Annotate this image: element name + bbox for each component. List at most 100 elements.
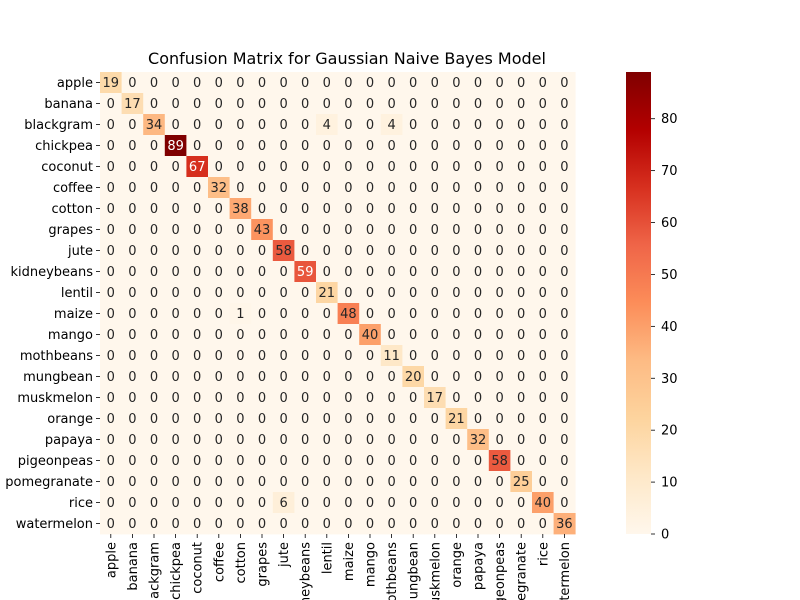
cell-value-label: 0 (236, 475, 244, 490)
heatmap-cell (251, 324, 274, 346)
cell-value-label: 0 (517, 223, 525, 238)
col-tick-label: kidneybeans (299, 542, 314, 600)
cell-value-label: 0 (539, 265, 547, 280)
cell-value-label: 0 (193, 265, 201, 280)
cell-value-label: 0 (539, 118, 547, 133)
cell-value-label: 0 (452, 454, 460, 469)
cell-value-label: 0 (279, 370, 287, 385)
heatmap-cell (294, 261, 317, 283)
heatmap-cell (402, 408, 425, 430)
cell-value-label: 0 (193, 475, 201, 490)
heatmap-cell (424, 408, 446, 430)
cell-value-label: 0 (517, 286, 525, 301)
cell-value-label: 0 (517, 202, 525, 217)
cell-value-label: 0 (236, 223, 244, 238)
cell-value-label: 0 (539, 349, 547, 364)
heatmap-cell (337, 471, 360, 493)
heatmap-cell (510, 135, 533, 157)
cell-value-label: 0 (387, 412, 395, 427)
heatmap-cell (229, 387, 252, 409)
cell-value-label: 0 (387, 475, 395, 490)
cell-value-label: 0 (236, 496, 244, 511)
cell-value-label: 59 (297, 265, 314, 280)
col-tick-label: coffee (212, 542, 227, 582)
cell-value-label: 0 (495, 349, 503, 364)
heatmap-cell (164, 72, 187, 94)
cell-value-label: 0 (560, 76, 568, 91)
heatmap-cell (488, 303, 511, 325)
heatmap-cell (359, 471, 382, 493)
cell-value-label: 0 (236, 97, 244, 112)
cell-value-label: 0 (128, 433, 136, 448)
cell-value-label: 0 (409, 118, 417, 133)
heatmap-cell (294, 282, 317, 304)
heatmap-cell (186, 387, 209, 409)
row-tick-label: cotton (52, 202, 94, 217)
cell-value-label: 0 (560, 139, 568, 154)
heatmap-cell (402, 198, 425, 220)
heatmap-cell (424, 72, 446, 94)
heatmap-cell (251, 156, 274, 178)
col-tick-label: pigeonpeas (493, 542, 508, 600)
cell-value-label: 0 (560, 412, 568, 427)
cell-value-label: 0 (495, 496, 503, 511)
heatmap-cell (208, 72, 230, 94)
cell-value-label: 0 (409, 454, 417, 469)
cell-value-label: 0 (409, 328, 417, 343)
heatmap-cell (208, 450, 230, 472)
heatmap-cell (337, 492, 360, 514)
heatmap-cell (100, 366, 122, 388)
heatmap-cell (359, 387, 382, 409)
cell-value-label: 0 (236, 286, 244, 301)
col-tick-label: mungbean (407, 542, 422, 600)
chart-title: Confusion Matrix for Gaussian Naive Baye… (148, 49, 546, 68)
heatmap-cell (164, 492, 187, 514)
cell-value-label: 0 (258, 244, 266, 259)
cell-value-label: 0 (150, 412, 158, 427)
heatmap-cell (467, 198, 490, 220)
heatmap-cell (402, 282, 425, 304)
heatmap-cell (380, 198, 403, 220)
cell-value-label: 0 (366, 286, 374, 301)
cell-value-label: 0 (301, 223, 309, 238)
colorbar-tick-label: 0 (661, 528, 669, 543)
heatmap-cell (208, 282, 230, 304)
heatmap-cell (121, 492, 144, 514)
heatmap-cell (208, 156, 230, 178)
heatmap-cell (186, 93, 209, 115)
heatmap-cell (532, 492, 554, 514)
cell-value-label: 0 (517, 370, 525, 385)
heatmap-cell (424, 513, 446, 535)
heatmap-cell (337, 177, 360, 199)
cell-value-label: 0 (452, 97, 460, 112)
heatmap-cell (359, 408, 382, 430)
heatmap-cell (337, 261, 360, 283)
heatmap-cell (532, 114, 554, 136)
cell-value-label: 0 (128, 349, 136, 364)
cell-value-label: 0 (301, 118, 309, 133)
heatmap-cell (164, 366, 187, 388)
heatmap-cell (121, 156, 144, 178)
cell-value-label: 0 (344, 349, 352, 364)
heatmap-cell (164, 177, 187, 199)
cell-value-label: 0 (409, 139, 417, 154)
heatmap-cell (186, 240, 209, 262)
cell-value-label: 0 (128, 307, 136, 322)
heatmap-cell (532, 177, 554, 199)
heatmap-cell (186, 492, 209, 514)
col-tick-label: mango (364, 542, 379, 587)
heatmap-cell (510, 387, 533, 409)
cell-value-label: 0 (150, 181, 158, 196)
heatmap-cell (402, 261, 425, 283)
heatmap-cell (467, 93, 490, 115)
heatmap-cell (488, 492, 511, 514)
heatmap-cell (294, 177, 317, 199)
heatmap-cell (251, 219, 274, 241)
cell-value-label: 0 (193, 307, 201, 322)
cell-value-label: 0 (323, 370, 331, 385)
cell-value-label: 0 (539, 160, 547, 175)
heatmap-cell (229, 72, 252, 94)
cell-value-label: 0 (517, 181, 525, 196)
heatmap-cell (510, 198, 533, 220)
heatmap-cell (208, 198, 230, 220)
